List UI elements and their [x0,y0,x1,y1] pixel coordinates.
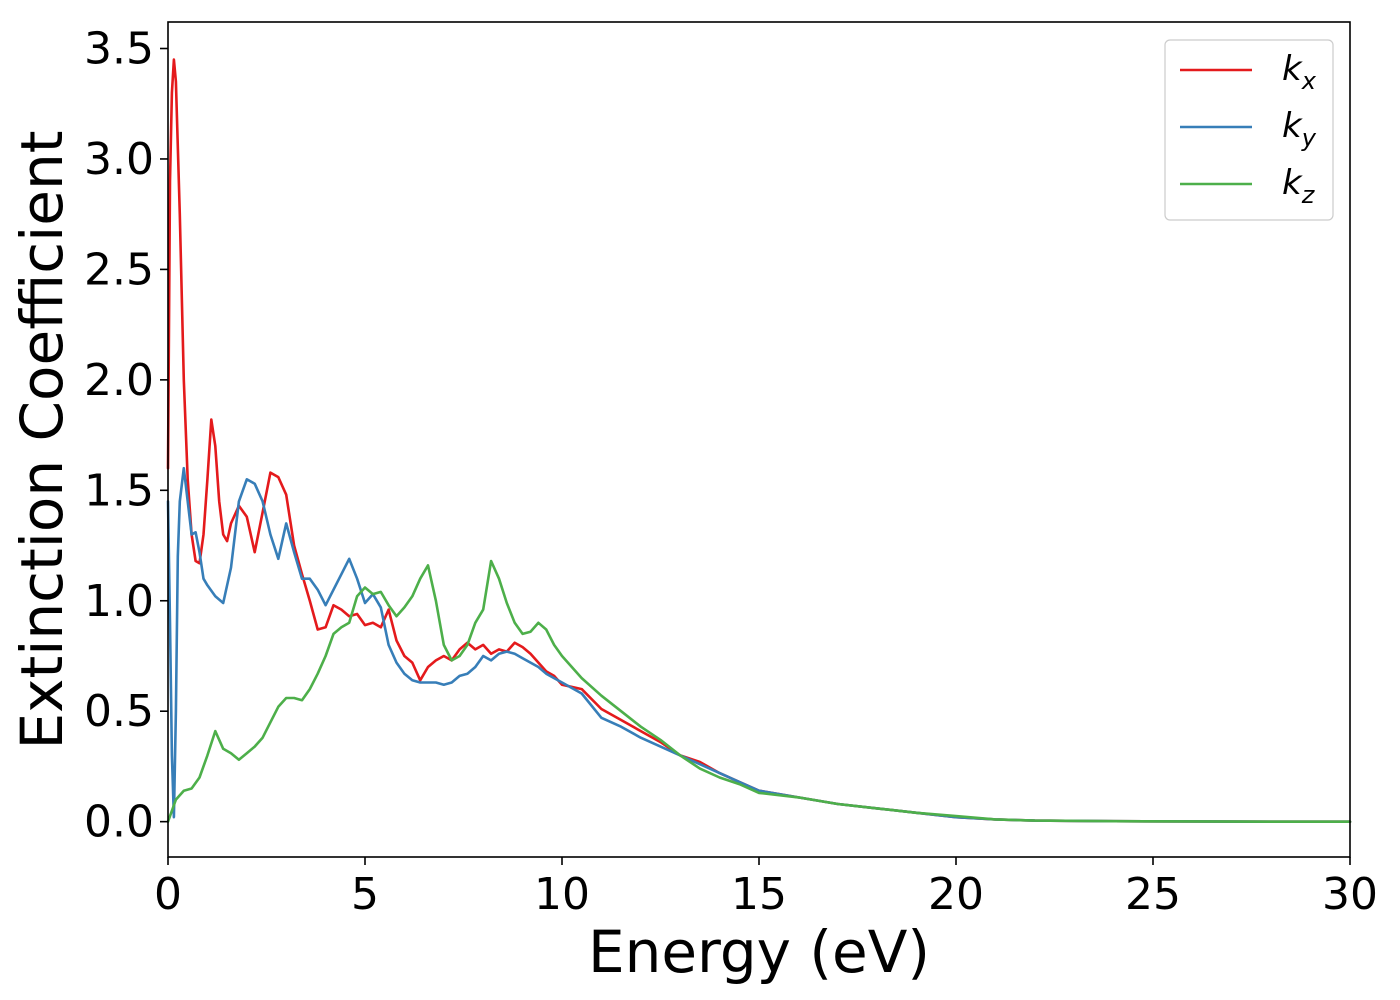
y-tick-label: 0.0 [84,797,154,848]
x-tick-label: 25 [1125,869,1181,920]
x-tick-label: 20 [928,869,984,920]
series-line-z [166,559,1352,823]
y-tick-label: 1.5 [84,465,154,516]
x-tick-label: 5 [351,869,379,920]
x-tick-label: 15 [731,869,787,920]
legend-box [1164,39,1334,221]
x-tick-label: 30 [1322,869,1378,920]
x-axis-title: Energy (eV) [588,918,930,986]
series-layer [166,58,1352,823]
series-line-y [166,466,1352,823]
x-tick-label: 0 [154,869,182,920]
y-ticks: 0.0 0.5 1.0 1.5 2.0 2.5 3.0 3.5 [84,24,168,848]
y-tick-label: 0.5 [84,686,154,737]
y-axis-title: Extinction Coefficient [8,131,76,750]
y-tick-label: 2.5 [84,244,154,295]
y-tick-label: 3.0 [84,134,154,185]
y-tick-label: 2.0 [84,355,154,406]
y-tick-label: 1.0 [84,576,154,627]
x-ticks: 0 5 10 15 20 25 30 [154,857,1378,920]
x-tick-label: 10 [534,869,590,920]
y-tick-label: 3.5 [84,24,154,75]
